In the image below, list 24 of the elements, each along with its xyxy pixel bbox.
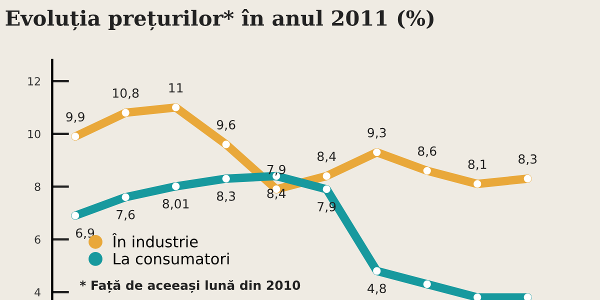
data-label: 8,1 (468, 160, 486, 170)
data-label: 8,4 (267, 188, 286, 200)
data-label: 6,9 (76, 228, 94, 240)
data-label: 11 (169, 83, 183, 92)
chart-title: Evoluția prețurilor* în anul 2011 (%) (6, 9, 434, 30)
y-tick-label: 6 (34, 235, 40, 244)
y-tick-label: 4 (34, 288, 40, 296)
data-label: 8,6 (418, 146, 436, 158)
data-label: 8,4 (318, 152, 336, 162)
annotation: * Față de aceeași lună din 2010 (80, 280, 300, 293)
data-label: 4,8 (368, 284, 386, 294)
data-label: 8,01 (162, 199, 189, 210)
data-label: 10,8 (113, 88, 139, 100)
y-tick-label: 12 (28, 77, 40, 86)
y-tick-label: 10 (28, 130, 40, 138)
data-label: 9,6 (216, 120, 236, 131)
legend-label: La consumatori (114, 252, 229, 265)
data-label: 9,3 (368, 128, 386, 139)
data-label: 7,6 (116, 210, 135, 221)
data-label: 9,9 (66, 112, 84, 123)
data-label: 8,3 (216, 191, 236, 202)
legend-label: În industrie (112, 233, 198, 248)
data-label: 8,3 (518, 154, 537, 166)
y-tick-label: 8 (34, 182, 40, 191)
